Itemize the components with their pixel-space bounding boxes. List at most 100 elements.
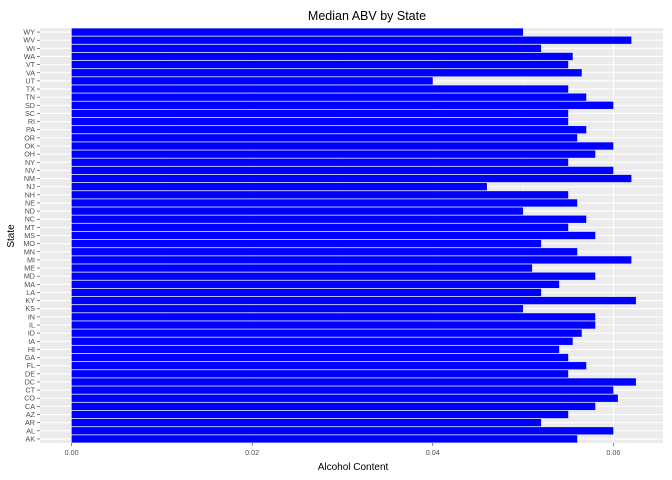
y-tick-label: LA [26, 288, 35, 297]
y-tick-label: SC [25, 109, 35, 118]
y-tick-label: NJ [26, 182, 35, 191]
y-tick-label: HI [28, 345, 35, 354]
y-tick-label: MO [23, 239, 35, 248]
y-tick-label: NE [25, 198, 35, 207]
bar-md [71, 272, 596, 280]
bar-nm [71, 174, 632, 183]
bar-or [71, 134, 578, 142]
y-tick-label: DE [25, 369, 35, 378]
bar-ut [71, 77, 433, 85]
bar-ri [71, 117, 569, 126]
bar-ak [71, 435, 578, 443]
y-tick-label: MS [24, 231, 35, 240]
bar-nd [71, 207, 524, 215]
bar-hi [71, 345, 560, 354]
y-tick-label: VT [26, 60, 36, 69]
bar-ca [71, 402, 596, 411]
bar-va [71, 69, 582, 77]
bar-nc [71, 215, 587, 223]
bar-nv [71, 166, 614, 175]
bar-az [71, 410, 569, 419]
y-tick-label: NC [25, 215, 35, 224]
x-tick-label: 0.02 [245, 448, 259, 457]
bar-mn [71, 248, 578, 256]
bar-nj [71, 183, 487, 191]
y-tick-label: NY [25, 158, 35, 167]
y-tick-label: DC [25, 377, 35, 386]
y-tick-label: VA [26, 68, 35, 77]
y-tick-label: UT [25, 76, 35, 85]
x-tick-label: 0.06 [606, 448, 620, 457]
chart-title: Median ABV by State [308, 9, 426, 23]
y-tick-label: ID [28, 329, 35, 338]
bar-fl [71, 362, 587, 370]
y-tick-label: RI [28, 117, 35, 126]
bar-ga [71, 353, 569, 362]
y-tick-label: GA [25, 353, 36, 362]
bar-co [71, 394, 618, 402]
y-tick-label: MD [24, 272, 35, 281]
y-tick-label: ND [25, 207, 35, 216]
y-tick-label: OK [25, 141, 36, 150]
bar-pa [71, 126, 587, 134]
y-tick-label: MT [25, 223, 36, 232]
bar-il [71, 321, 596, 329]
y-tick-label: NV [25, 166, 35, 175]
y-tick-label: TN [25, 93, 35, 102]
y-tick-label: TX [26, 85, 35, 94]
bar-sc [71, 109, 569, 118]
y-tick-label: MN [24, 247, 35, 256]
bar-wi [71, 44, 542, 53]
bar-ks [71, 305, 524, 313]
y-tick-label: WV [23, 36, 35, 45]
y-tick-label: MA [24, 280, 35, 289]
y-tick-label: AZ [26, 410, 36, 419]
bar-la [71, 288, 542, 297]
bar-al [71, 427, 614, 435]
y-tick-label: CT [25, 386, 35, 395]
bar-me [71, 264, 533, 272]
y-tick-label: AK [25, 434, 35, 443]
bars [71, 28, 636, 443]
x-axis-ticks: 0.00 0.02 0.04 0.06 [65, 443, 620, 457]
bar-ia [71, 337, 573, 345]
bar-wa [71, 52, 573, 61]
y-tick-label: NM [24, 174, 35, 183]
bar-ma [71, 280, 560, 288]
bar-oh [71, 150, 596, 158]
bar-ok [71, 142, 614, 150]
y-tick-label: WA [24, 52, 36, 61]
bar-de [71, 370, 569, 378]
y-tick-label: AR [25, 418, 35, 427]
bar-mt [71, 223, 569, 232]
bar-dc [71, 378, 636, 386]
y-tick-label: PA [26, 125, 35, 134]
bar-wv [71, 36, 632, 44]
bar-ct [71, 386, 614, 394]
y-axis-ticks: AKALARAZCACOCTDCDEFLGAHIIAIDILINKSKYLAMA… [23, 28, 40, 443]
y-tick-label: CO [24, 394, 35, 403]
x-axis-title: Alcohol Content [318, 462, 389, 473]
y-tick-label: WY [23, 28, 35, 37]
y-tick-label: ME [24, 264, 35, 273]
bar-ny [71, 158, 569, 166]
bar-ar [71, 418, 542, 427]
y-tick-label: NH [25, 190, 35, 199]
bar-in [71, 313, 596, 321]
x-tick-label: 0.04 [426, 448, 440, 457]
y-tick-label: FL [27, 361, 35, 370]
y-tick-label: IN [28, 312, 35, 321]
bar-vt [71, 60, 569, 69]
bar-mi [71, 256, 632, 264]
bar-tn [71, 93, 587, 101]
bar-ms [71, 231, 596, 240]
bar-id [71, 329, 582, 337]
bar-wy [71, 28, 524, 36]
bar-nh [71, 191, 569, 199]
y-tick-label: IL [29, 321, 35, 330]
y-tick-label: OH [24, 150, 35, 159]
bar-ky [71, 296, 636, 305]
x-tick-label: 0.00 [65, 448, 79, 457]
y-tick-label: CA [25, 402, 35, 411]
